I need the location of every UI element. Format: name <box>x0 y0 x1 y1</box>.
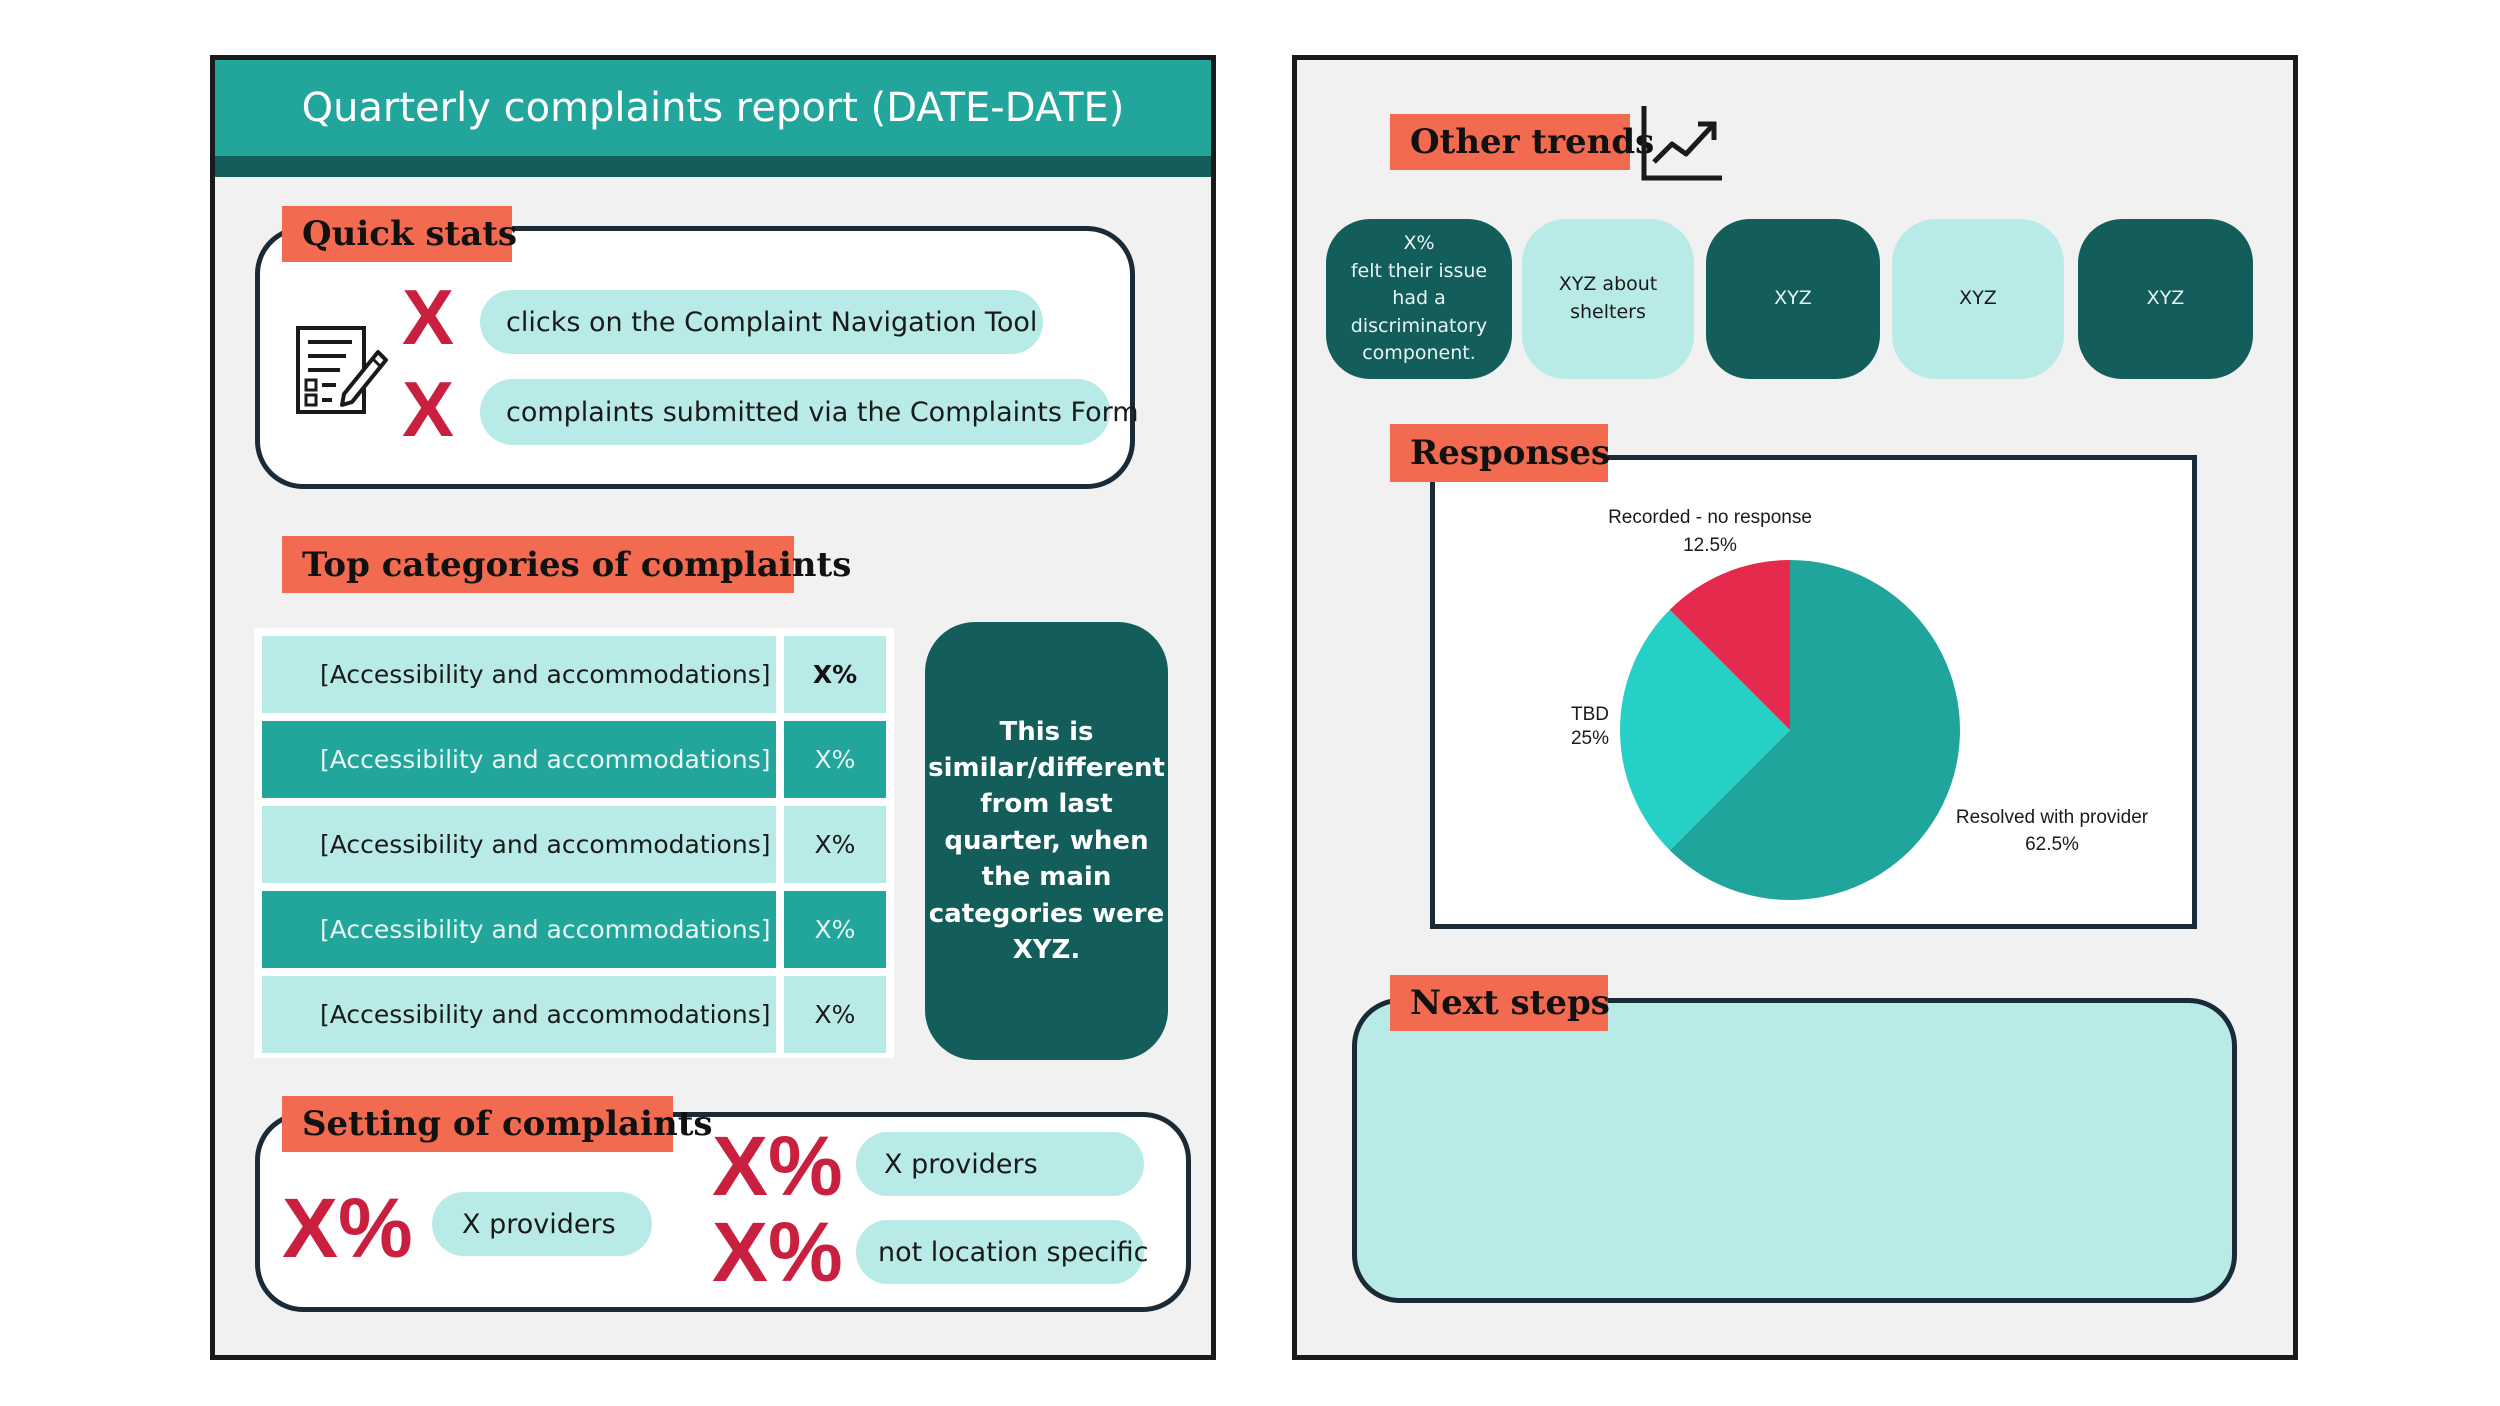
trend-card: XYZ <box>2078 219 2253 379</box>
next-steps-box <box>1352 998 2237 1303</box>
quick-stat-text: clicks on the Complaint Navigation Tool <box>506 306 1038 338</box>
trend-card: XYZ <box>1706 219 1880 379</box>
pie-label-name: TBD <box>1571 704 1609 725</box>
page-title: Quarterly complaints report (DATE-DATE) <box>301 85 1125 131</box>
trend-card-text: X% felt their issue had a discriminatory… <box>1350 232 1488 365</box>
trend-card-text: XYZ <box>2146 287 2185 310</box>
trending-up-chart-icon <box>1640 104 1724 184</box>
pie-label-name: Recorded - no response <box>1608 507 1812 528</box>
other-trends-heading: Other trends <box>1390 114 1654 170</box>
table-row-category: [Accessibility and accommodations] <box>262 976 776 1053</box>
header-banner: Quarterly complaints report (DATE-DATE) <box>215 60 1211 156</box>
responses-heading: Responses <box>1390 424 1610 482</box>
setting-text: X providers <box>462 1208 616 1240</box>
quick-stat-value: X <box>402 365 455 453</box>
setting-value: X% <box>712 1119 843 1213</box>
table-row-value: X% <box>784 806 886 883</box>
trend-card-text: XYZ <box>1774 287 1812 310</box>
top-categories-heading: Top categories of complaints <box>282 536 851 593</box>
setting-label: not location specific <box>856 1220 1149 1284</box>
trend-card: XYZ <box>1892 219 2064 379</box>
form-edit-icon <box>292 322 392 422</box>
quick-stats-heading: Quick stats <box>282 206 517 262</box>
pie-slice <box>1620 609 1790 851</box>
trend-card-text: XYZ about shelters <box>1558 273 1658 323</box>
setting-text: not location specific <box>878 1236 1149 1268</box>
table-row-value: X% <box>784 891 886 968</box>
comparison-note-card: This is similar/different from last quar… <box>925 622 1168 1060</box>
setting-label: X providers <box>856 1132 1144 1196</box>
comparison-note: This is similar/different from last quar… <box>928 716 1165 965</box>
setting-heading: Setting of complaints <box>282 1096 713 1152</box>
table-row-category: [Accessibility and accommodations] <box>262 806 776 883</box>
table-row-value: X% <box>784 976 886 1053</box>
next-steps-heading: Next steps <box>1390 975 1610 1031</box>
table-row-value: X% <box>784 721 886 798</box>
quick-stat-text: complaints submitted via the Complaints … <box>506 396 1139 428</box>
pie-label-value: 12.5% <box>1683 535 1737 556</box>
setting-text: X providers <box>884 1148 1038 1180</box>
categories-table: [Accessibility and accommodations] X% [A… <box>254 628 894 1058</box>
quick-stat-label: clicks on the Complaint Navigation Tool <box>480 290 1043 354</box>
table-row-category: [Accessibility and accommodations] <box>262 636 776 713</box>
setting-value: X% <box>712 1205 843 1299</box>
header-underline <box>215 156 1211 177</box>
quick-stat-value: X <box>402 273 455 361</box>
pie-label-value: 25% <box>1571 728 1609 749</box>
setting-value: X% <box>282 1181 413 1275</box>
pie-slice <box>1669 560 1960 900</box>
setting-label: X providers <box>432 1192 652 1256</box>
trend-card: X% felt their issue had a discriminatory… <box>1326 219 1512 379</box>
pie-label-value: 62.5% <box>2025 834 2079 855</box>
quick-stats-box <box>255 226 1135 489</box>
table-row-category: [Accessibility and accommodations] <box>262 891 776 968</box>
quick-stat-label: complaints submitted via the Complaints … <box>480 379 1139 445</box>
pie-slice <box>1669 560 1790 730</box>
pie-label-name: Resolved with provider <box>1956 807 2149 828</box>
table-row-category: [Accessibility and accommodations] <box>262 721 776 798</box>
trend-card: XYZ about shelters <box>1522 219 1694 379</box>
responses-pie-chart: Recorded - no response 12.5% TBD 25% Res… <box>1571 507 2149 900</box>
table-row-value: X% <box>784 636 886 713</box>
trend-card-text: XYZ <box>1959 287 1997 310</box>
